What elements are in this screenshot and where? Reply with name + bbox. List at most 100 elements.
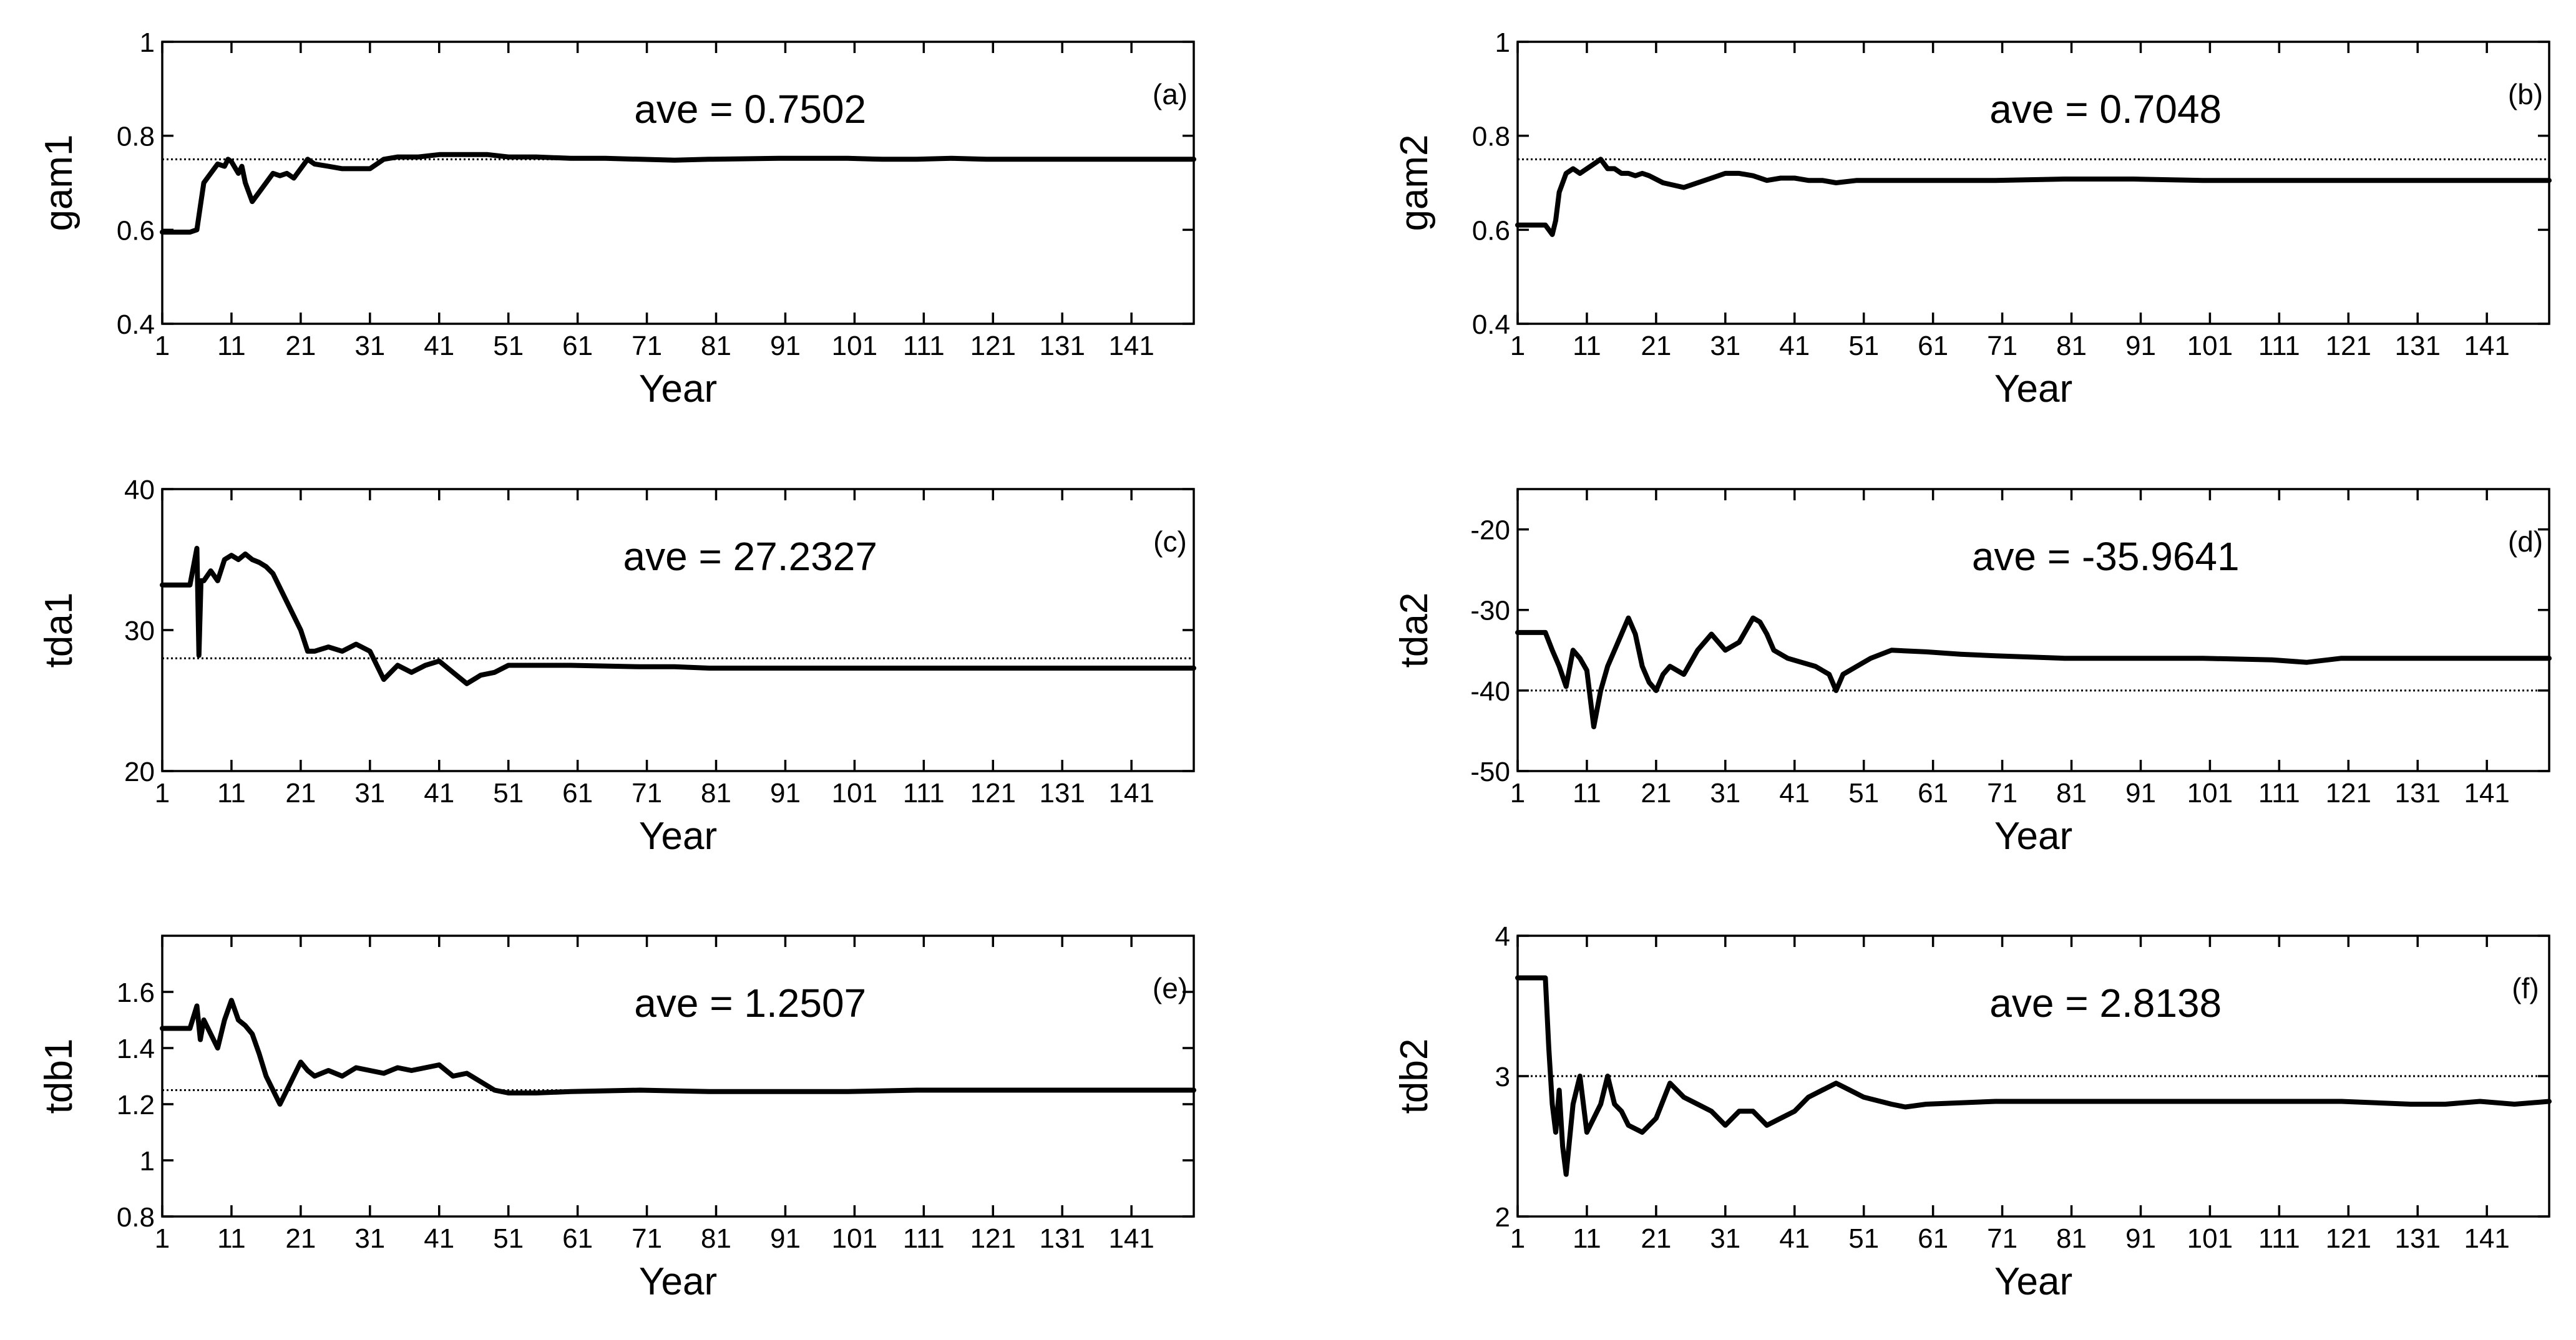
chart-panel: 1 11 21 31 41 51 61 71 81 91 101 111 121 131 141203040… (37, 475, 1196, 858)
x-tick-label: 101 (2187, 778, 2233, 808)
series-line (160, 545, 1196, 686)
x-tick-label: 41 (424, 778, 454, 808)
x-tick-label: 121 (970, 331, 1016, 361)
x-tick-label: 11 (1573, 1223, 1601, 1254)
x-tick-label: 141 (1108, 331, 1154, 361)
x-tick-label: 111 (903, 778, 945, 808)
x-tick-label: 61 (562, 778, 593, 808)
y-tick-label: -20 (1470, 515, 1510, 546)
x-tick-label: 121 (970, 1223, 1016, 1254)
x-axis-label: Year (639, 1260, 717, 1303)
x-tick-label: 131 (2395, 778, 2441, 808)
y-tick-label: 0.8 (117, 122, 155, 152)
y-tick-label: 1 (140, 1146, 155, 1177)
x-axis-label: Year (1994, 1260, 2072, 1303)
average-annotation: ave = 1.2507 (634, 981, 866, 1026)
x-tick-label: 121 (2326, 778, 2371, 808)
plot-frame (161, 935, 1195, 1218)
x-tick-label: 91 (770, 778, 801, 808)
x-axis-label: Year (639, 367, 717, 410)
x-tick-label: 31 (354, 1223, 385, 1254)
x-tick-label: 71 (1987, 778, 2017, 808)
x-tick-label: 41 (424, 331, 454, 361)
x-tick-label: 51 (493, 1223, 524, 1254)
x-tick-label: 81 (2056, 778, 2087, 808)
x-tick-label: 1 (155, 778, 170, 808)
average-annotation: ave = 27.2327 (623, 534, 877, 579)
series-line (1515, 975, 2552, 1177)
y-tick-label: -40 (1470, 676, 1510, 707)
x-tick-label: 71 (632, 331, 662, 361)
y-tick-label: 20 (124, 757, 155, 787)
x-tick-label: 11 (1573, 331, 1601, 361)
y-tick-label: 0.8 (117, 1202, 155, 1233)
x-tick-label: 71 (1987, 331, 2017, 361)
x-tick-label: 51 (1848, 331, 1879, 361)
x-tick-label: 71 (632, 1223, 662, 1254)
y-tick-label: 1.4 (117, 1034, 155, 1064)
x-tick-label: 61 (1918, 778, 1948, 808)
x-tick-label: 21 (1641, 778, 1671, 808)
x-tick-label: 11 (217, 331, 246, 361)
x-tick-label: 21 (285, 778, 316, 808)
x-tick-label: 11 (217, 778, 246, 808)
y-tick-label: 0.8 (1472, 122, 1510, 152)
y-tick-label: 30 (124, 616, 155, 646)
y-tick-label: 0.6 (117, 215, 155, 246)
x-tick-label: 1 (155, 331, 170, 361)
chart-panel: 1 11 21 31 41 51 61 71 81 91 101 111 121 131 141234Yea… (1393, 921, 2552, 1303)
x-tick-label: 71 (632, 778, 662, 808)
y-axis-label: tda2 (1393, 593, 1436, 668)
y-tick-label: 40 (124, 475, 155, 505)
x-tick-label: 141 (2464, 331, 2509, 361)
y-tick-label: 4 (1495, 921, 1510, 952)
panel-label: (d) (2508, 525, 2543, 558)
chart-panel: 1 11 21 31 41 51 61 71 81 91 101 111 121 131 1410.40.6… (1393, 27, 2552, 410)
x-tick-label: 51 (493, 331, 524, 361)
x-tick-label: 91 (770, 331, 801, 361)
x-tick-label: 111 (2258, 331, 2300, 361)
plot-frame (161, 41, 1195, 325)
y-tick-label: -30 (1470, 596, 1510, 626)
x-tick-label: 61 (562, 1223, 593, 1254)
panel-label: (b) (2508, 78, 2543, 110)
y-axis-label: gam2 (1393, 134, 1436, 231)
x-tick-label: 31 (354, 331, 385, 361)
x-tick-label: 61 (1918, 331, 1948, 361)
x-tick-label: 11 (217, 1223, 246, 1254)
y-axis-label: tdb2 (1393, 1039, 1436, 1114)
plot-frame (1516, 488, 2550, 772)
average-annotation: ave = 0.7502 (634, 87, 866, 132)
y-axis-label: tda1 (37, 593, 80, 668)
x-tick-label: 111 (2258, 778, 2300, 808)
x-tick-label: 101 (832, 1223, 877, 1254)
x-tick-label: 141 (2464, 1223, 2509, 1254)
x-tick-label: 81 (701, 778, 731, 808)
x-tick-label: 91 (2125, 331, 2156, 361)
x-tick-label: 111 (903, 1223, 945, 1254)
y-axis-label: tdb1 (37, 1039, 80, 1114)
average-annotation: ave = 2.8138 (1989, 981, 2222, 1026)
x-tick-label: 31 (1710, 778, 1740, 808)
x-tick-label: 11 (1573, 778, 1601, 808)
x-tick-label: 1 (1510, 1223, 1525, 1254)
x-tick-label: 121 (2326, 1223, 2371, 1254)
x-tick-label: 41 (1779, 331, 1810, 361)
x-tick-label: 101 (832, 331, 877, 361)
x-tick-label: 1 (1510, 331, 1525, 361)
x-tick-label: 81 (701, 331, 731, 361)
x-tick-label: 141 (1108, 778, 1154, 808)
x-tick-label: 141 (2464, 778, 2509, 808)
chart-panel: 1 11 21 31 41 51 61 71 81 91 101 111 121 131 1410.811.… (37, 935, 1196, 1303)
x-tick-label: 131 (2395, 331, 2441, 361)
y-tick-label: 1 (140, 27, 155, 58)
panel-label: (a) (1153, 78, 1188, 110)
x-tick-label: 31 (1710, 331, 1740, 361)
x-tick-label: 91 (2125, 1223, 2156, 1254)
x-tick-label: 131 (1040, 1223, 1085, 1254)
panel-label: (e) (1153, 972, 1188, 1004)
series-line (1515, 615, 2552, 729)
x-tick-label: 51 (1848, 1223, 1879, 1254)
y-tick-label: 2 (1495, 1202, 1510, 1233)
y-axis-label: gam1 (37, 134, 80, 231)
